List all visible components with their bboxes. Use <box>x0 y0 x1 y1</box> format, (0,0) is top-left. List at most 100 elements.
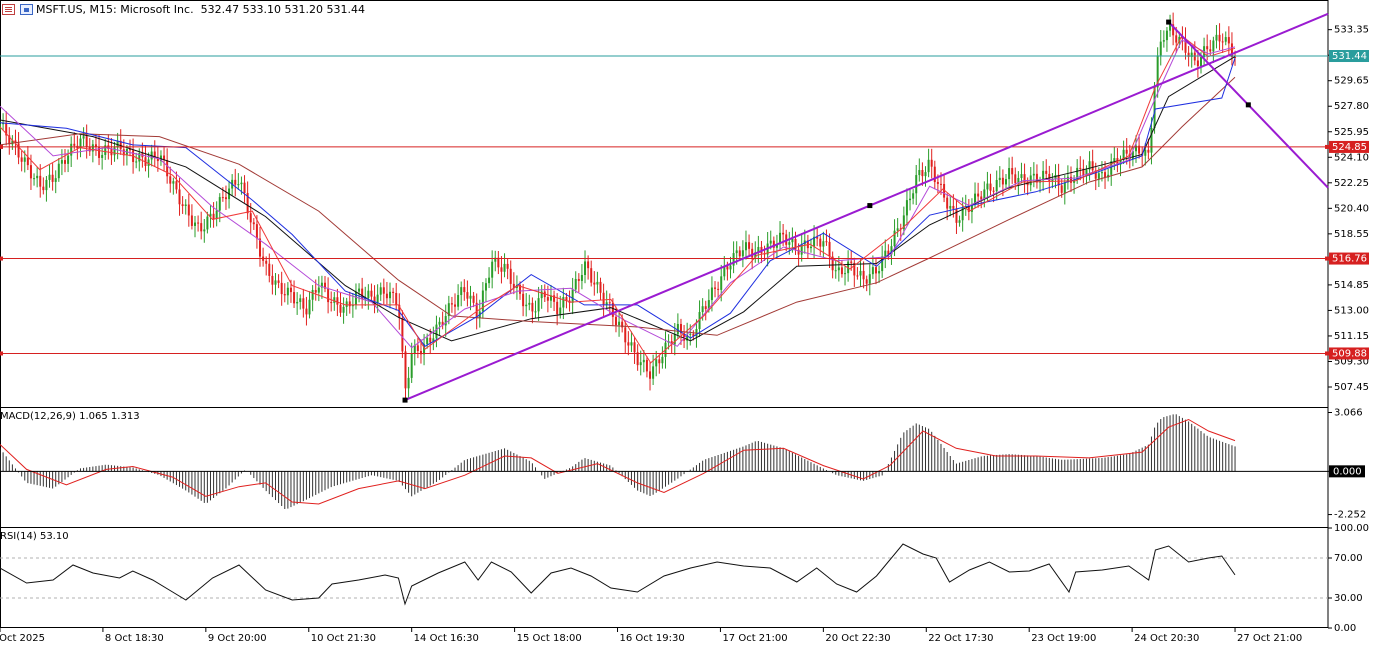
candle-body <box>237 184 240 186</box>
chart-settings-icon[interactable] <box>20 3 33 15</box>
candle-body <box>1156 55 1159 88</box>
candle-body <box>952 205 955 209</box>
price-tick-label: 522.25 <box>1334 178 1369 189</box>
candle-body <box>178 189 181 205</box>
candle-body <box>571 289 574 303</box>
candle-body <box>865 279 868 284</box>
level-handle <box>0 144 3 149</box>
candle-body <box>1023 174 1026 183</box>
candle-body <box>401 318 404 352</box>
candle-body <box>621 321 624 328</box>
candle-body <box>1119 159 1122 165</box>
rsi-tick-label: 0.00 <box>1334 623 1356 634</box>
candle-body <box>351 304 354 307</box>
candle-body <box>602 292 605 305</box>
candle-body <box>723 266 726 277</box>
candle-body <box>546 297 549 301</box>
candle-body <box>1184 38 1187 53</box>
candle-body <box>481 290 484 312</box>
candle-body <box>633 342 636 353</box>
candle-body <box>1079 167 1082 169</box>
candle-body <box>905 200 908 216</box>
moving-average-line <box>0 39 1236 349</box>
candle-body <box>119 140 122 150</box>
candle-body <box>475 302 478 319</box>
candle-body <box>729 265 732 270</box>
candle-body <box>419 350 422 355</box>
candle-body <box>670 341 673 345</box>
candle-body <box>902 215 905 230</box>
candle-body <box>200 223 203 232</box>
candle-body <box>809 246 812 249</box>
candle-body <box>930 159 933 167</box>
macd-value-label: 0.000 <box>1333 466 1362 477</box>
candle-body <box>358 288 361 292</box>
candle-body <box>704 306 707 310</box>
candle-body <box>197 222 200 224</box>
candle-body <box>596 281 599 285</box>
candle-body <box>707 300 710 310</box>
candle-body <box>194 222 197 226</box>
level-handle <box>1325 351 1329 356</box>
candle-body <box>70 143 73 156</box>
candle-body <box>977 193 980 197</box>
level-handle <box>0 256 3 261</box>
candle-body <box>556 301 559 315</box>
candle-body <box>354 291 357 305</box>
time-tick-label: 15 Oct 18:00 <box>517 633 582 644</box>
candle-body <box>936 182 939 184</box>
candle-body <box>367 290 370 299</box>
header-symbol: MSFT.US, M15: <box>36 2 117 16</box>
candle-body <box>488 277 491 284</box>
candle-body <box>1209 49 1212 52</box>
candle-body <box>472 295 475 303</box>
candle-body <box>859 270 862 276</box>
candle-body <box>333 297 336 303</box>
candle-body <box>553 295 556 302</box>
level-price-tag <box>1329 347 1369 360</box>
candle-body <box>104 145 107 155</box>
candle-body <box>540 291 543 299</box>
candle-body <box>370 290 373 297</box>
candle-body <box>986 183 989 190</box>
candle-body <box>240 182 243 185</box>
candle-body <box>317 287 320 293</box>
candle-body <box>980 196 983 200</box>
candle-body <box>618 321 621 326</box>
candle-body <box>286 287 289 296</box>
candle-body <box>642 359 645 363</box>
candle-body <box>206 216 209 230</box>
candle-body <box>717 288 720 290</box>
candle-body <box>534 311 537 313</box>
candle-body <box>580 275 583 281</box>
candle-body <box>884 250 887 257</box>
candle-body <box>1153 87 1156 129</box>
candle-body <box>48 174 51 180</box>
candle-body <box>1215 34 1218 41</box>
candle-body <box>744 242 747 251</box>
candle-body <box>645 359 648 372</box>
candle-body <box>1227 37 1230 44</box>
candle-body <box>484 283 487 291</box>
candle-body <box>967 206 970 212</box>
candle-body <box>933 166 936 183</box>
candle-body <box>376 294 379 303</box>
candle-body <box>215 210 218 219</box>
candle-body <box>772 240 775 248</box>
candle-body <box>844 273 847 275</box>
menu-icon[interactable] <box>2 3 15 15</box>
candle-body <box>726 266 729 270</box>
candle-body <box>918 170 921 176</box>
candle-body <box>1110 161 1113 175</box>
candle-body <box>268 263 271 276</box>
candle-body <box>732 253 735 266</box>
candle-body <box>299 298 302 302</box>
candle-body <box>1224 37 1227 42</box>
candle-body <box>720 276 723 290</box>
candle-body <box>701 306 704 313</box>
candle-body <box>593 282 596 285</box>
candle-body <box>1131 151 1134 160</box>
candle-body <box>500 267 503 272</box>
candle-body <box>639 362 642 366</box>
